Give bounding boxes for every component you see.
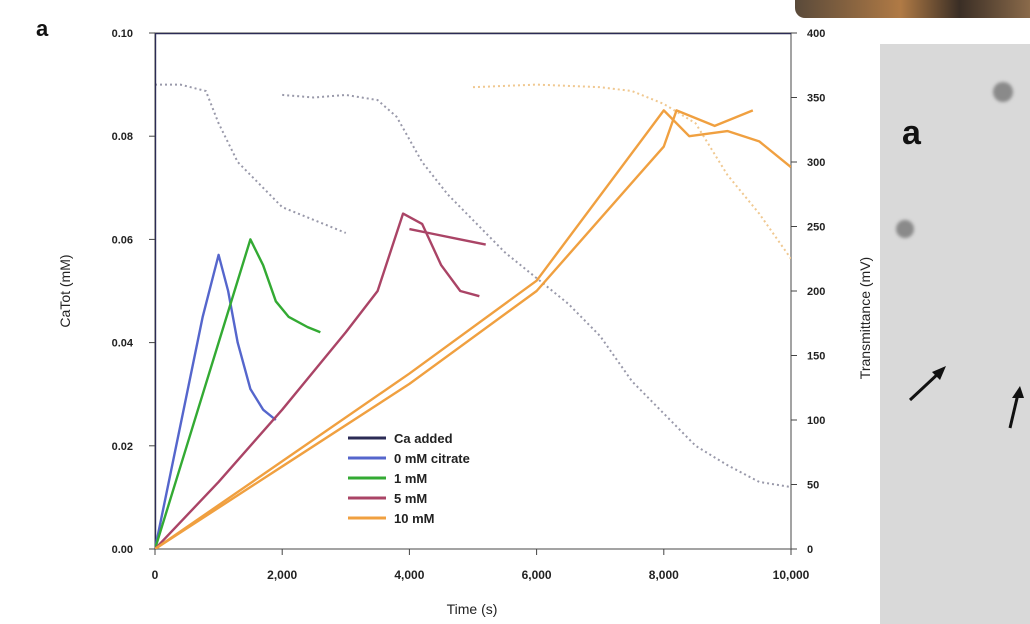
y-left-tick-label: 0.10 <box>112 28 133 40</box>
y-right-tick-label: 300 <box>807 157 825 169</box>
y-right-tick-label: 350 <box>807 93 825 105</box>
transmittance-line <box>472 83 791 260</box>
microscopy-panel: a <box>880 44 1030 624</box>
x-tick-label: 0 <box>152 568 159 582</box>
y-right-tick-label: 400 <box>807 28 825 40</box>
y-left-tick-label: 0.00 <box>112 544 133 556</box>
y-left-tick-label: 0.04 <box>112 338 134 350</box>
x-tick-label: 4,000 <box>394 568 424 582</box>
x-tick-label: 10,000 <box>773 568 810 582</box>
photo-thumbnail-edge <box>795 0 1030 18</box>
chart-legend: Ca added 0 mM citrate 1 mM 5 mM 10 mM <box>348 431 470 526</box>
legend-label: 1 mM <box>394 471 427 486</box>
x-tick-label: 6,000 <box>522 568 552 582</box>
panel-label-main: a <box>36 16 49 41</box>
transmittance-line <box>155 83 347 234</box>
panel-label-micro: a <box>902 114 921 152</box>
plot-frame <box>154 32 792 550</box>
x-tick-label: 2,000 <box>267 568 297 582</box>
y-left-tick-label: 0.08 <box>112 131 133 143</box>
x-axis-label: Time (s) <box>447 601 498 617</box>
arrow-icon <box>1008 386 1024 429</box>
y-right-tick-label: 150 <box>807 351 825 363</box>
calcium-line <box>155 212 480 549</box>
particle-dot <box>896 220 914 238</box>
calcium-line <box>155 33 791 549</box>
legend-label: Ca added <box>394 431 453 446</box>
x-tick-label: 8,000 <box>649 568 679 582</box>
y-axis-label-left: CaTot (mM) <box>57 254 73 327</box>
y-left-tick-label: 0.02 <box>112 441 133 453</box>
y-right-tick-label: 0 <box>807 544 813 556</box>
particle-dot <box>993 82 1013 102</box>
arrow-icon <box>908 366 946 402</box>
y-right-tick-label: 50 <box>807 480 819 492</box>
y-right-tick-label: 200 <box>807 286 825 298</box>
legend-label: 0 mM citrate <box>394 451 470 466</box>
legend-label: 10 mM <box>394 511 434 526</box>
calcium-line <box>155 109 754 549</box>
y-right-tick-label: 100 <box>807 415 825 427</box>
y-left-tick-label: 0.06 <box>112 234 133 246</box>
calcium-line <box>155 109 791 549</box>
calcium-line <box>409 227 486 246</box>
y-axis-label-right: Transmittance (mV) <box>857 257 873 379</box>
legend-label: 5 mM <box>394 491 427 506</box>
transmittance-line <box>282 93 791 489</box>
y-right-tick-label: 250 <box>807 222 825 234</box>
calcium-line <box>155 253 277 549</box>
calcium-line <box>155 238 321 549</box>
